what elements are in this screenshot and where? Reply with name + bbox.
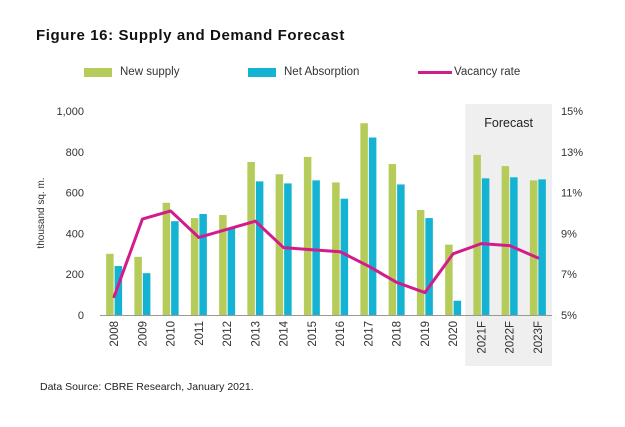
legend-item-vacancy-rate: Vacancy rate	[418, 66, 520, 78]
bar-new-supply	[473, 154, 481, 315]
y-tick-label: 1,000	[56, 106, 84, 118]
x-tick-label: 2016	[335, 321, 347, 347]
bar-net-absorption	[368, 137, 377, 315]
x-tick-label: 2012	[222, 321, 234, 347]
legend-swatch-net-absorption	[248, 67, 276, 77]
x-tick-label: 2008	[109, 321, 121, 347]
x-tick-label: 2013	[250, 321, 262, 347]
y-tick-label: 200	[66, 269, 84, 281]
bar-net-absorption	[114, 266, 123, 315]
bar-new-supply	[529, 180, 538, 315]
vacancy-rate-line	[112, 209, 540, 299]
bar-net-absorption	[481, 178, 490, 315]
y-axis-left: 0 200 400 600 800 1,000	[56, 106, 84, 322]
y2-tick-label: 13%	[561, 147, 583, 159]
bar-new-supply	[162, 202, 171, 315]
bar-new-supply	[134, 256, 142, 315]
legend-label-new-supply: New supply	[120, 66, 180, 78]
bars	[106, 123, 546, 316]
bar-net-absorption	[199, 214, 207, 315]
legend-item-new-supply: New supply	[84, 66, 179, 78]
x-tick-label: 2014	[279, 320, 291, 346]
bar-new-supply	[247, 162, 255, 315]
x-tick-label: 2010	[166, 321, 178, 347]
bar-net-absorption	[312, 180, 320, 315]
y2-tick-label: 9%	[561, 228, 577, 240]
bar-new-supply	[360, 123, 368, 316]
bar-net-absorption	[142, 273, 151, 315]
x-tick-label: 2020	[448, 321, 460, 347]
x-tick-label: 2018	[392, 321, 404, 347]
x-tick-label: 2019	[420, 321, 432, 347]
legend-swatch-new-supply	[84, 67, 112, 77]
bar-net-absorption	[453, 300, 462, 315]
bar-new-supply	[190, 218, 199, 315]
y-tick-label: 400	[66, 228, 84, 240]
bar-net-absorption	[425, 218, 433, 315]
y-axis-right: 5% 7% 9% 11% 13% 15%	[561, 106, 583, 322]
y2-tick-label: 5%	[561, 310, 577, 322]
x-tick-label: 2023F	[533, 321, 545, 354]
legend-label-net-absorption: Net Absorption	[284, 66, 360, 78]
forecast-label: Forecast	[484, 116, 533, 130]
bar-net-absorption	[227, 228, 236, 315]
legend: New supply Net Absorption Vacancy rate	[0, 66, 625, 84]
legend-item-net-absorption: Net Absorption	[248, 66, 359, 78]
bar-net-absorption	[538, 179, 546, 315]
bar-net-absorption	[171, 221, 179, 315]
bar-new-supply	[388, 164, 397, 315]
x-tick-label: 2017	[363, 321, 375, 347]
x-tick-label: 2011	[194, 321, 206, 346]
bar-net-absorption	[340, 198, 349, 315]
bar-new-supply	[332, 182, 340, 315]
chart-title: Figure 16: Supply and Demand Forecast	[36, 27, 345, 44]
y-tick-label: 600	[66, 188, 84, 200]
bar-new-supply	[219, 215, 227, 315]
bar-new-supply	[303, 156, 312, 315]
x-tick-label: 2009	[137, 321, 149, 347]
bar-new-supply	[106, 253, 114, 315]
bar-net-absorption	[397, 184, 405, 315]
y-tick-label: 0	[78, 310, 84, 322]
y2-tick-label: 11%	[561, 188, 582, 200]
bar-new-supply	[416, 209, 425, 315]
y-tick-label: 800	[66, 147, 84, 159]
x-tick-label: 2015	[307, 321, 319, 347]
x-axis: 2008 2009 2010 2011 2012 2013 2014 2015 2016 2017…	[109, 320, 545, 353]
x-tick-label: 2022F	[505, 321, 517, 354]
bar-new-supply	[445, 244, 453, 315]
bar-new-supply	[501, 166, 510, 315]
data-source-note: Data Source: CBRE Research, January 2021…	[40, 381, 254, 393]
bar-net-absorption	[255, 181, 264, 315]
y2-tick-label: 15%	[561, 106, 583, 118]
x-tick-label: 2021F	[476, 321, 488, 354]
y2-tick-label: 7%	[561, 269, 577, 281]
legend-swatch-vacancy-rate	[418, 70, 452, 74]
legend-label-vacancy-rate: Vacancy rate	[454, 66, 521, 78]
y-axis-label: thousand sq. m.	[36, 177, 47, 248]
